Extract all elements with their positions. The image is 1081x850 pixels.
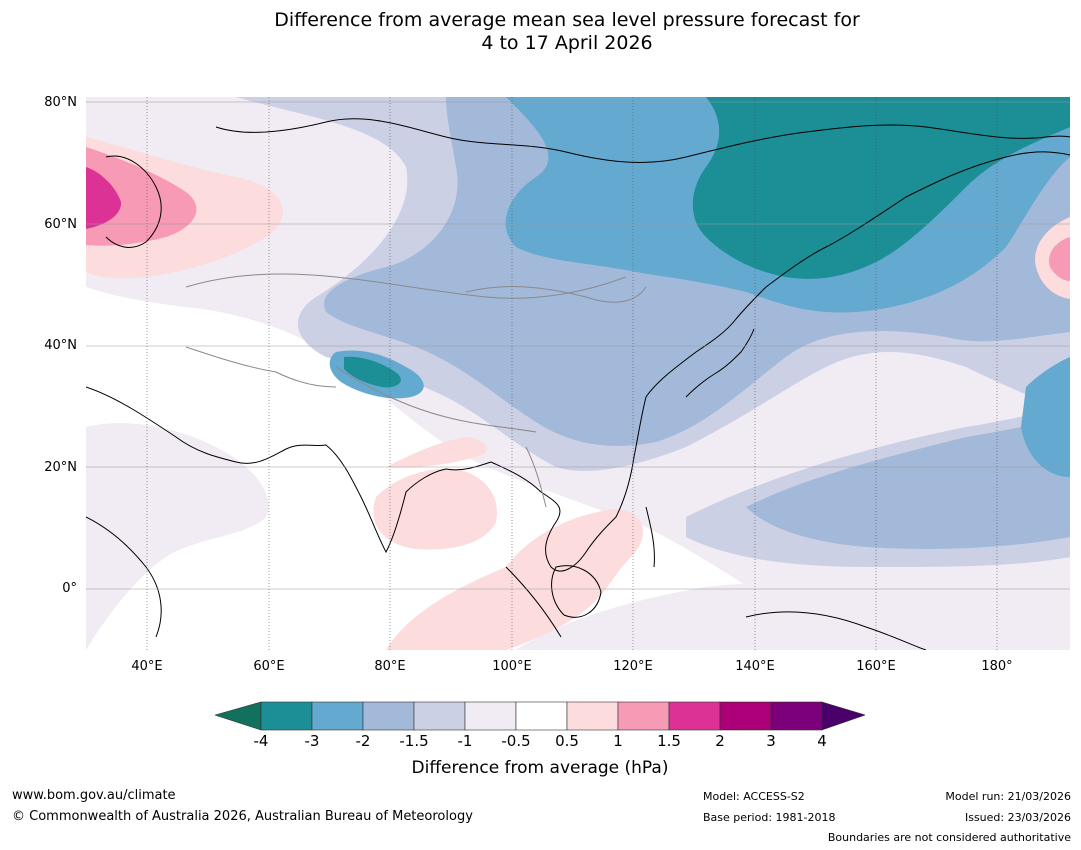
coastline-sumatra [505, 566, 562, 638]
coastline-philippines [645, 506, 655, 568]
field-strong-positive-europe [86, 167, 122, 229]
field-strong-negative-pacific [1021, 357, 1070, 477]
colorbar [215, 701, 865, 731]
colorbar-bin-6 [515, 701, 568, 731]
model-run-date: Model run: 21/03/2026 [945, 790, 1071, 803]
lat-label-40n: 40°N [44, 338, 77, 353]
colorbar-bin-1 [260, 701, 313, 731]
lon-label-60e: 60°E [253, 659, 285, 674]
colorbar-tick: 4 [817, 732, 827, 750]
map-canvas [86, 97, 1070, 650]
lat-label-80n: 80°N [44, 95, 77, 110]
colorbar-bin-5 [464, 701, 517, 731]
website-link[interactable]: www.bom.gov.au/climate [12, 788, 176, 803]
title-line-1: Difference from average mean sea level p… [274, 9, 860, 31]
colorbar-tick: -4 [253, 732, 269, 750]
anomaly-fields [86, 97, 1070, 650]
colorbar-bin-3 [362, 701, 415, 731]
boundary-mongolia-china [465, 286, 647, 303]
colorbar-bin-8 [617, 701, 670, 731]
colorbar-tick: -0.5 [501, 732, 531, 750]
model-name: Model: ACCESS-S2 [703, 790, 805, 803]
lon-label-100e: 100°E [492, 659, 532, 674]
coastline-japan [685, 328, 755, 398]
boundaries-disclaimer: Boundaries are not considered authoritat… [827, 831, 1071, 844]
coastline-arabia-india [86, 386, 492, 554]
base-period: Base period: 1981-2018 [703, 811, 836, 824]
colorbar-tick: 2 [715, 732, 725, 750]
colorbar-bin-7 [566, 701, 619, 731]
coastline-east-asia [645, 151, 1070, 398]
colorbar-tick: -2 [355, 732, 371, 750]
boundary-central-asia [185, 273, 627, 299]
coastline-southeast-asia [490, 396, 647, 572]
field-very-strong-negative-tibet [344, 356, 401, 388]
field-weak-negative-southwest [86, 423, 269, 650]
coastline-new-guinea [745, 611, 927, 650]
coastline-africa [86, 516, 162, 638]
colorbar-bin-10 [719, 701, 772, 731]
colorbar-bin-2 [311, 701, 364, 731]
boundary-himalaya [335, 366, 537, 433]
lon-label-120e: 120°E [613, 659, 653, 674]
boundary-indochina [525, 446, 547, 508]
coastlines [86, 118, 1070, 650]
colorbar-tick: -1.5 [399, 732, 429, 750]
colorbar-extend-low [215, 701, 262, 731]
lat-label-60n: 60°N [44, 217, 77, 232]
colorbar-tick: 1 [613, 732, 623, 750]
colorbar-label: Difference from average (hPa) [411, 758, 669, 778]
colorbar-bin-4 [413, 701, 466, 731]
copyright-text: © Commonwealth of Australia 2026, Austra… [12, 809, 473, 824]
graticule [86, 97, 1070, 650]
field-positive-europe [86, 147, 197, 246]
lon-label-40e: 40°E [131, 659, 163, 674]
issued-date: Issued: 23/03/2026 [964, 811, 1071, 824]
colorbar-tick: -1 [457, 732, 473, 750]
colorbar-tick: -3 [304, 732, 320, 750]
lat-label-equator: 0° [62, 581, 77, 596]
colorbar-tick: 3 [766, 732, 776, 750]
lon-label-80e: 80°E [374, 659, 406, 674]
colorbar-bin-11 [770, 701, 823, 731]
forecast-map [86, 97, 1070, 650]
colorbar-tick: 1.5 [657, 732, 681, 750]
field-weak-positive-maritime [386, 509, 643, 650]
country-boundaries [185, 273, 647, 508]
map-title: Difference from average mean sea level p… [0, 9, 1081, 55]
coastline-scandinavia [105, 155, 162, 248]
field-positive-pacific-north [1048, 237, 1070, 281]
field-very-strong-negative [692, 97, 1070, 279]
field-weak-positive-bay [373, 468, 497, 550]
coastline-arctic [215, 118, 1070, 163]
title-line-2: 4 to 17 April 2026 [481, 32, 653, 54]
colorbar-extend-high [821, 701, 865, 731]
boundary-middle-east [185, 346, 337, 388]
lon-label-140e: 140°E [735, 659, 775, 674]
field-negative-pacific [746, 417, 1070, 549]
coastline-borneo [551, 565, 602, 618]
colorbar-bin-9 [668, 701, 721, 731]
colorbar-tick: 0.5 [555, 732, 579, 750]
field-weak-positive-india [386, 437, 487, 468]
lon-label-180: 180° [981, 659, 1013, 674]
lon-label-160e: 160°E [856, 659, 896, 674]
lat-label-20n: 20°N [44, 460, 77, 475]
field-weak-negative-southeast [516, 537, 1070, 650]
